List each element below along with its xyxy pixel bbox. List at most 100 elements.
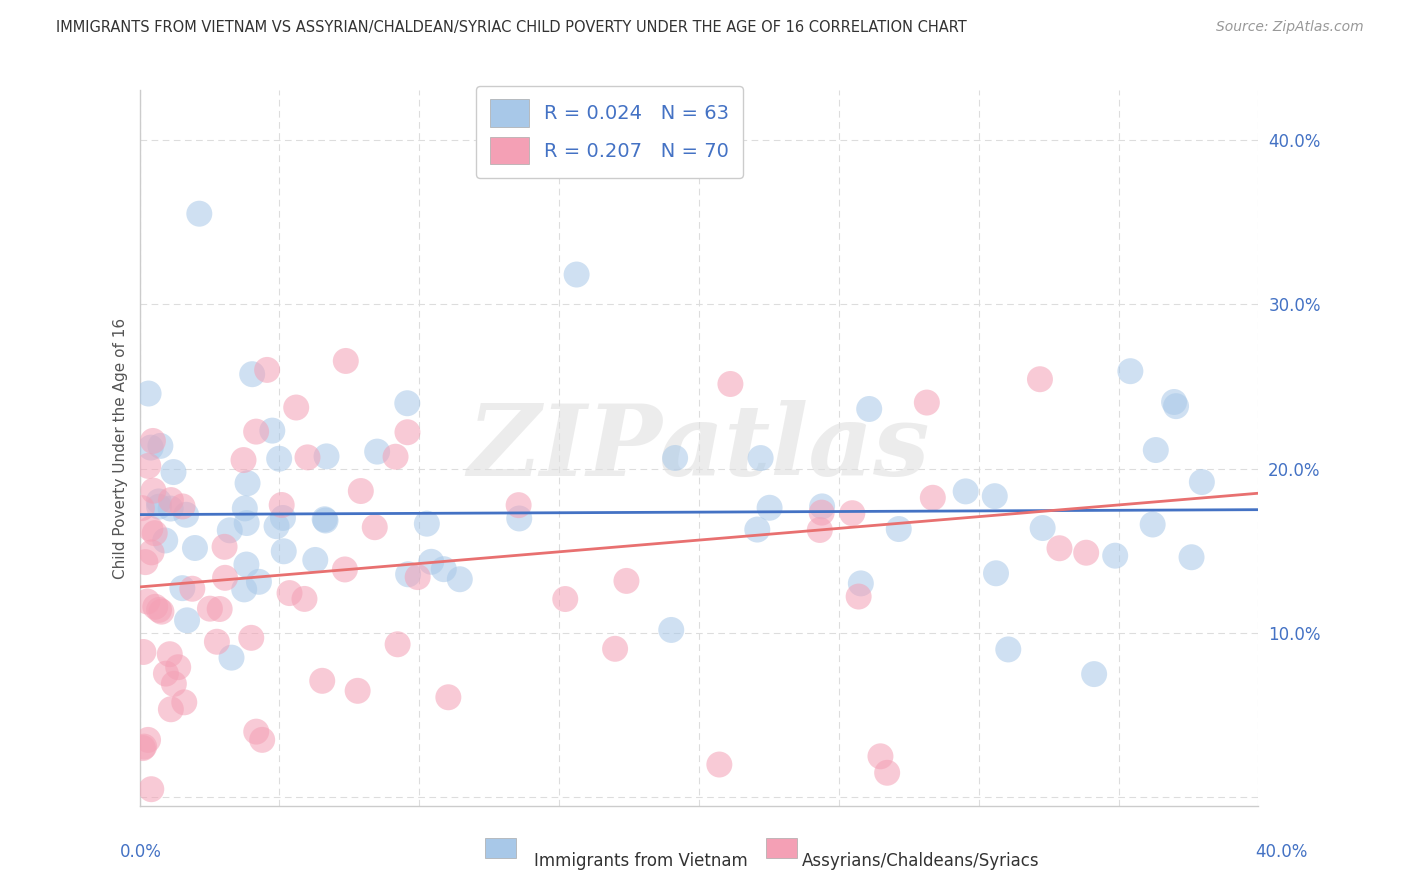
Point [333,562,356,576]
Point [709,757,731,772]
Point [808,523,831,537]
Point [245,724,267,739]
Point [350,483,373,498]
Point [141,545,163,559]
Point [141,782,163,797]
Point [1180,550,1202,565]
Point [256,363,278,377]
Point [554,592,576,607]
Point [149,439,172,453]
Point [449,572,471,586]
Point [364,520,387,534]
Point [155,533,177,548]
Point [565,268,588,282]
Point [233,582,256,597]
Point [1119,364,1142,378]
Point [406,570,429,584]
Point [155,666,177,681]
Point [1083,667,1105,681]
Point [160,493,183,508]
Point [294,591,316,606]
Point [858,401,880,416]
Point [921,491,943,505]
Point [984,489,1007,503]
Point [232,453,254,467]
Point [304,553,326,567]
Point [811,500,834,514]
Point [134,739,156,754]
Point [172,581,194,595]
Point [132,741,155,756]
Point [848,590,870,604]
Point [184,541,207,555]
Point [172,500,194,514]
Point [396,396,419,410]
Point [148,603,170,617]
Point [138,386,160,401]
Point [143,526,166,541]
Point [437,690,460,705]
Point [176,613,198,627]
Point [1191,475,1213,489]
Point [297,450,319,465]
Point [335,354,357,368]
Point [136,732,159,747]
Point [270,498,292,512]
Point [132,645,155,659]
Point [314,512,336,526]
Point [159,647,181,661]
Point [984,566,1007,581]
Text: 40.0%: 40.0% [1256,843,1308,861]
Point [876,765,898,780]
Point [218,524,240,538]
Point [240,367,263,381]
Point [142,483,165,498]
Point [887,522,910,536]
Point [508,498,530,512]
Point [131,501,153,516]
Point [262,424,284,438]
Point [198,601,221,615]
Point [160,702,183,716]
Point [664,450,686,465]
Point [366,444,388,458]
Point [384,450,406,464]
Point [143,599,166,614]
Point [136,458,159,473]
Point [150,605,173,619]
Text: IMMIGRANTS FROM VIETNAM VS ASSYRIAN/CHALDEAN/SYRIAC CHILD POVERTY UNDER THE AGE : IMMIGRANTS FROM VIETNAM VS ASSYRIAN/CHAL… [56,20,967,35]
Point [747,523,769,537]
Point [315,514,337,528]
Point [139,522,162,536]
Point [1144,443,1167,458]
Point [841,506,863,520]
Point [174,508,197,522]
Point [1076,546,1098,560]
Point [208,602,231,616]
Legend: R = 0.024   N = 63, R = 0.207   N = 70: R = 0.024 N = 63, R = 0.207 N = 70 [477,86,742,178]
Point [433,562,456,576]
Point [1142,517,1164,532]
Text: ZIPatlas: ZIPatlas [468,400,931,496]
Point [997,642,1019,657]
Point [346,683,368,698]
Point [1104,549,1126,563]
Point [236,476,259,491]
Point [616,574,638,588]
Point [659,623,682,637]
Point [250,732,273,747]
Point [142,434,165,448]
Text: Assyrians/Chaldeans/Syriacs: Assyrians/Chaldeans/Syriacs [801,852,1039,870]
Point [235,558,257,572]
Point [247,574,270,589]
Point [214,540,236,554]
Point [1029,372,1052,386]
Text: 0.0%: 0.0% [120,843,162,861]
Point [1049,541,1071,556]
Point [159,501,181,516]
Point [315,450,337,464]
Point [849,576,872,591]
Point [508,511,530,525]
Point [273,544,295,558]
Point [311,673,333,688]
